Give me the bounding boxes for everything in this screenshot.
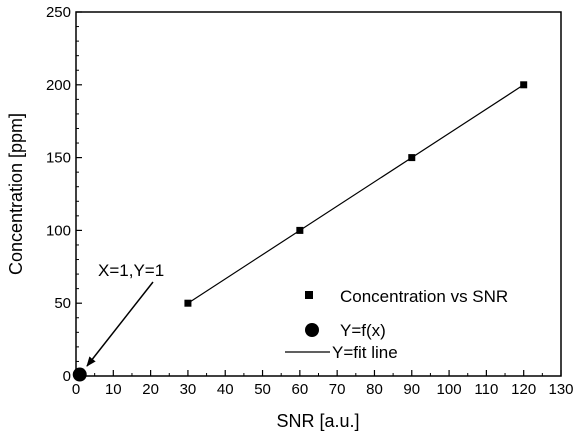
y-tick-label: 250 [46,4,71,21]
annotation-layer: X=1,Y=1 [86,261,164,367]
legend-circle-marker [305,323,319,337]
data-point-circle [72,367,87,382]
x-tick-label: 10 [105,381,122,398]
y-tick-label: 0 [63,368,71,385]
data-point-square [520,81,528,89]
y-tick-label: 200 [46,77,71,94]
annotation-arrow [86,281,154,367]
data-point-square [296,226,304,234]
legend-square-marker [305,291,313,299]
x-tick-label: 120 [511,381,536,398]
x-tick-label: 80 [366,381,383,398]
x-tick-label: 90 [403,381,420,398]
x-axis-title: SNR [a.u.] [276,411,359,431]
ticks-layer: 0 10 20 30 40 50 60 70 80 90 100 110 120 130 0 50 100 150… [46,4,574,398]
x-tick-label: 50 [254,381,271,398]
x-tick-label: 30 [180,381,197,398]
legend: Concentration vs SNR Y=f(x) Y=fit line [285,287,508,362]
x-tick-label: 40 [217,381,234,398]
x-tick-label: 100 [437,381,462,398]
legend-label-concentration: Concentration vs SNR [340,287,508,306]
x-tick-label: 130 [548,381,573,398]
y-tick-label: 150 [46,150,71,167]
legend-label-fit-line: Y=fit line [332,343,398,362]
x-tick-label: 70 [329,381,346,398]
data-point-square [408,154,416,162]
plot-frame [75,11,562,377]
data-point-square [184,299,192,307]
x-tick-label: 60 [292,381,309,398]
x-tick-label: 110 [474,381,498,398]
fit-line [187,84,525,304]
y-axis-title: Concentration [ppm] [6,113,26,275]
y-tick-label: 50 [54,295,71,312]
legend-label-fx: Y=f(x) [340,321,386,340]
x-tick-label: 0 [72,381,80,398]
y-tick-label: 100 [46,222,71,239]
annotation-text: X=1,Y=1 [98,261,164,280]
data-layer [72,81,528,382]
x-tick-label: 20 [142,381,159,398]
